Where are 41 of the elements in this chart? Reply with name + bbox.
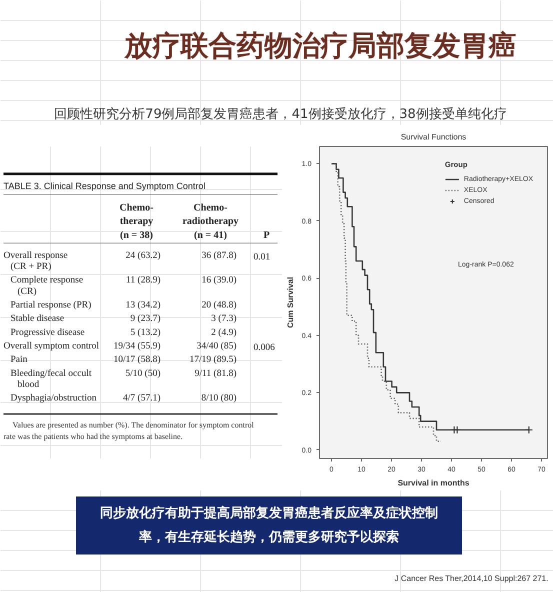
- category-label: Complete response (CR): [10, 276, 84, 297]
- data-label: 2 (4.9): [211, 328, 236, 338]
- data-label: 4/7 (57.1): [123, 394, 160, 404]
- data-label: 16 (39.0): [202, 276, 236, 286]
- text: 回顾性研究分析79例局部复发胃癌患者，41例接受放化疗，38例接受单纯化疗: [54, 107, 507, 122]
- category-label: Overall response (CR + PR): [4, 250, 68, 272]
- text: Chemo-therapy (n = 38): [120, 202, 154, 241]
- data-label: 9/11 (81.8): [194, 368, 237, 379]
- category-label: Partial response (PR): [10, 300, 92, 310]
- category-label: Pain: [10, 355, 28, 366]
- data-label: 13 (34.2): [126, 300, 160, 310]
- text: TABLE 3. Clinical Response and Symptom Control: [4, 180, 206, 191]
- chart-title: Survival Functions: [400, 132, 466, 142]
- category-label: Stable disease: [10, 314, 64, 324]
- data-label: 0.006: [254, 343, 276, 354]
- data-label: 10/17 (58.8): [114, 355, 160, 366]
- y-axis-title: Cum Survival: [286, 276, 295, 328]
- text: J Cancer Res Ther,2014,10 Suppl:267 271.: [394, 574, 548, 583]
- data-label: 11 (28.9): [126, 276, 161, 286]
- category-label: Overall symptom control: [4, 342, 100, 352]
- data-label: 3 (7.3): [211, 314, 236, 324]
- data-label: 5/10 (50): [125, 368, 160, 379]
- text: P: [263, 230, 270, 241]
- text: 同步放化疗有助于提高局部复发胃癌患者反应率及症状控制率，有生存延长趋势，仍需更多研究予以探索: [100, 505, 438, 545]
- data-label: 34/40 (85): [196, 342, 236, 352]
- data-label: 8/10 (80): [201, 394, 236, 404]
- data-label: 9 (23.7): [130, 314, 160, 324]
- data-label: 5 (13.2): [130, 328, 160, 338]
- x-axis-title: Survival in months: [398, 478, 470, 488]
- data-label: 36 (87.8): [202, 250, 236, 261]
- text: 放疗联合药物治疗局部复发胃癌: [124, 29, 516, 62]
- category-label: Bleeding/fecal occult blood: [10, 368, 92, 390]
- data-label: 17/19 (89.5): [190, 355, 236, 366]
- text: Values are presented as number (%). The denominator for symptom control rate was the patients who had the symptoms at baseline.: [4, 420, 255, 441]
- text: Chemo-radiotherapy (n = 41): [182, 202, 239, 241]
- data-label: 0.01: [254, 252, 270, 262]
- category-label: Dysphagia/obstruction: [10, 394, 97, 404]
- category-label: Progressive disease: [10, 328, 85, 338]
- data-label: 24 (63.2): [126, 250, 160, 261]
- data-label: 20 (48.8): [202, 300, 236, 310]
- data-label: 19/34 (55.9): [114, 342, 160, 352]
